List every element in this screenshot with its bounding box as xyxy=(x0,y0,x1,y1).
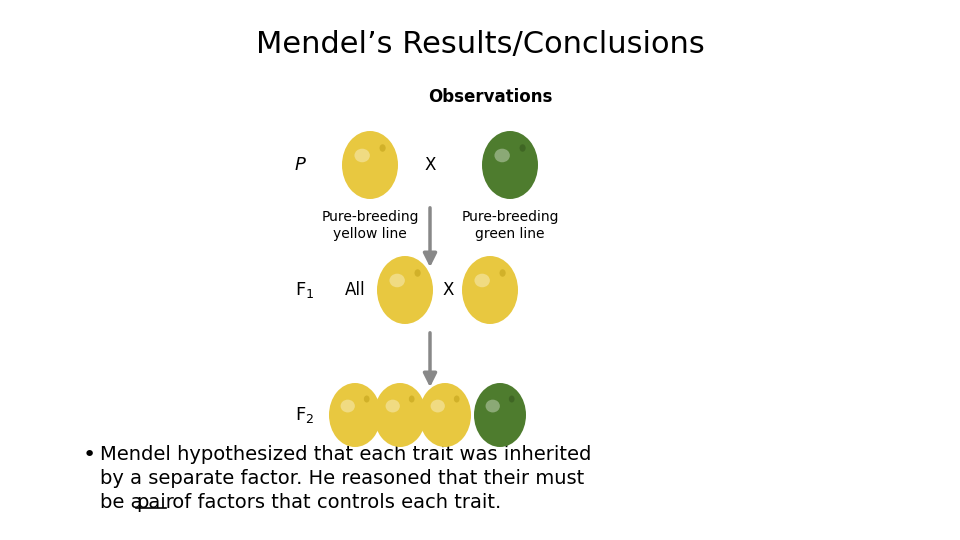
Text: F$_1$: F$_1$ xyxy=(295,280,315,300)
Ellipse shape xyxy=(329,383,381,447)
Ellipse shape xyxy=(519,144,526,152)
Ellipse shape xyxy=(494,148,510,163)
Text: F$_2$: F$_2$ xyxy=(295,405,314,425)
Ellipse shape xyxy=(377,256,433,324)
Text: Mendel’s Results/Conclusions: Mendel’s Results/Conclusions xyxy=(255,30,705,59)
Ellipse shape xyxy=(462,256,518,324)
Ellipse shape xyxy=(342,131,398,199)
Text: Mendel hypothesized that each trait was inherited: Mendel hypothesized that each trait was … xyxy=(100,445,591,464)
Ellipse shape xyxy=(409,395,415,402)
Text: of factors that controls each trait.: of factors that controls each trait. xyxy=(165,493,501,512)
Ellipse shape xyxy=(364,395,370,402)
Ellipse shape xyxy=(474,274,490,287)
Ellipse shape xyxy=(386,400,400,413)
Text: pair: pair xyxy=(136,493,175,512)
Text: be a: be a xyxy=(100,493,149,512)
Ellipse shape xyxy=(374,383,426,447)
Ellipse shape xyxy=(474,383,526,447)
Ellipse shape xyxy=(419,383,471,447)
Ellipse shape xyxy=(499,269,506,276)
Ellipse shape xyxy=(486,400,500,413)
Text: Pure-breeding
yellow line: Pure-breeding yellow line xyxy=(322,210,419,241)
Text: Observations: Observations xyxy=(428,88,552,106)
Ellipse shape xyxy=(415,269,420,276)
Ellipse shape xyxy=(354,148,370,163)
Ellipse shape xyxy=(379,144,386,152)
Ellipse shape xyxy=(482,131,538,199)
Text: X: X xyxy=(443,281,454,299)
Ellipse shape xyxy=(341,400,355,413)
Ellipse shape xyxy=(390,274,405,287)
Text: •: • xyxy=(83,445,96,465)
Ellipse shape xyxy=(454,395,460,402)
Text: by a separate factor. He reasoned that their must: by a separate factor. He reasoned that t… xyxy=(100,469,585,488)
Ellipse shape xyxy=(431,400,444,413)
Text: P: P xyxy=(295,156,306,174)
Text: Pure-breeding
green line: Pure-breeding green line xyxy=(461,210,559,241)
Text: All: All xyxy=(345,281,366,299)
Ellipse shape xyxy=(509,395,515,402)
Text: X: X xyxy=(424,156,436,174)
